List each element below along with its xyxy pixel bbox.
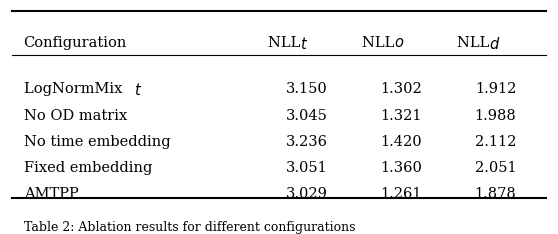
Text: LogNormMix: LogNormMix	[23, 82, 125, 96]
Text: 1.261: 1.261	[381, 187, 422, 201]
Text: 1.420: 1.420	[381, 135, 422, 149]
Text: $d$: $d$	[489, 36, 500, 52]
Text: No OD matrix: No OD matrix	[23, 109, 127, 123]
Text: 3.029: 3.029	[286, 187, 328, 201]
Text: 1.321: 1.321	[381, 109, 422, 123]
Text: NLL: NLL	[362, 36, 397, 50]
Text: Configuration: Configuration	[23, 36, 127, 50]
Text: 1.878: 1.878	[475, 187, 516, 201]
Text: 1.912: 1.912	[475, 82, 516, 96]
Text: 1.302: 1.302	[380, 82, 422, 96]
Text: 3.236: 3.236	[286, 135, 328, 149]
Text: 3.051: 3.051	[286, 161, 328, 175]
Text: Fixed embedding: Fixed embedding	[23, 161, 152, 175]
Text: $t$: $t$	[300, 36, 308, 52]
Text: No time embedding: No time embedding	[23, 135, 170, 149]
Text: 2.051: 2.051	[475, 161, 516, 175]
Text: NLL: NLL	[268, 36, 303, 50]
Text: $t$: $t$	[133, 82, 142, 99]
Text: AMTPP: AMTPP	[23, 187, 78, 201]
Text: NLL: NLL	[456, 36, 492, 50]
Text: 1.360: 1.360	[380, 161, 422, 175]
Text: 3.045: 3.045	[286, 109, 328, 123]
Text: 1.988: 1.988	[475, 109, 516, 123]
Text: 3.150: 3.150	[286, 82, 328, 96]
Text: $o$: $o$	[395, 36, 405, 50]
Text: Table 2: Ablation results for different configurations: Table 2: Ablation results for different …	[23, 221, 355, 234]
Text: 2.112: 2.112	[475, 135, 516, 149]
